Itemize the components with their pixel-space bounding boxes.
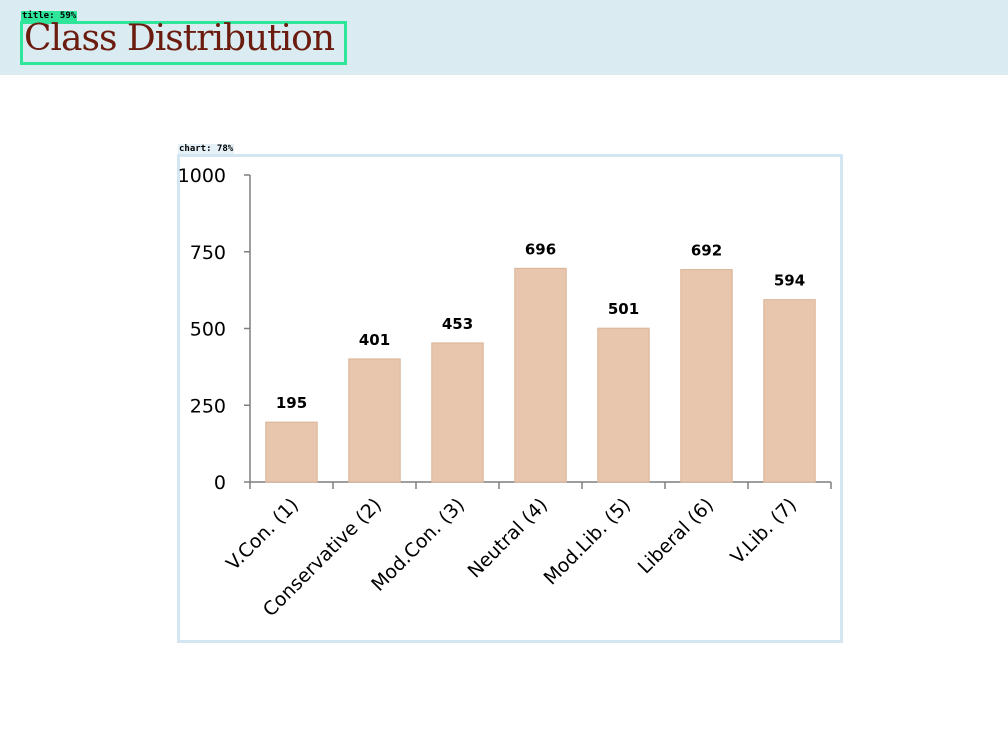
data-label: 401	[359, 331, 390, 349]
page-title: Class Distribution	[24, 18, 335, 59]
y-tick-label: 0	[214, 472, 226, 494]
x-tick-label: Liberal (6)	[634, 494, 718, 578]
bar	[265, 421, 318, 483]
bar	[348, 358, 401, 483]
data-label: 501	[608, 300, 639, 318]
data-label: 696	[525, 240, 556, 258]
bar	[597, 327, 650, 483]
data-label: 692	[691, 242, 722, 260]
y-tick-label: 750	[190, 242, 226, 264]
bar	[763, 299, 816, 483]
title-detection-tag: title: 59%	[21, 11, 78, 22]
bar	[514, 267, 567, 483]
y-tick-label: 250	[190, 395, 226, 417]
data-label: 594	[774, 272, 805, 290]
title-detection-box	[20, 21, 347, 65]
data-label: 453	[442, 315, 473, 333]
bar	[431, 342, 484, 483]
data-label: 195	[276, 394, 307, 412]
x-tick-label: V.Con. (1)	[222, 494, 303, 575]
x-tick-label: V.Lib. (7)	[726, 494, 801, 569]
y-tick-label: 1000	[178, 165, 226, 187]
chart-detection-tag: chart: 78%	[178, 144, 235, 155]
x-tick-label: Mod.Lib. (5)	[540, 494, 635, 589]
chart-detection-box	[177, 154, 843, 643]
x-tick-label: Neutral (4)	[464, 494, 552, 582]
y-tick-label: 500	[190, 319, 226, 341]
bar	[680, 269, 733, 483]
